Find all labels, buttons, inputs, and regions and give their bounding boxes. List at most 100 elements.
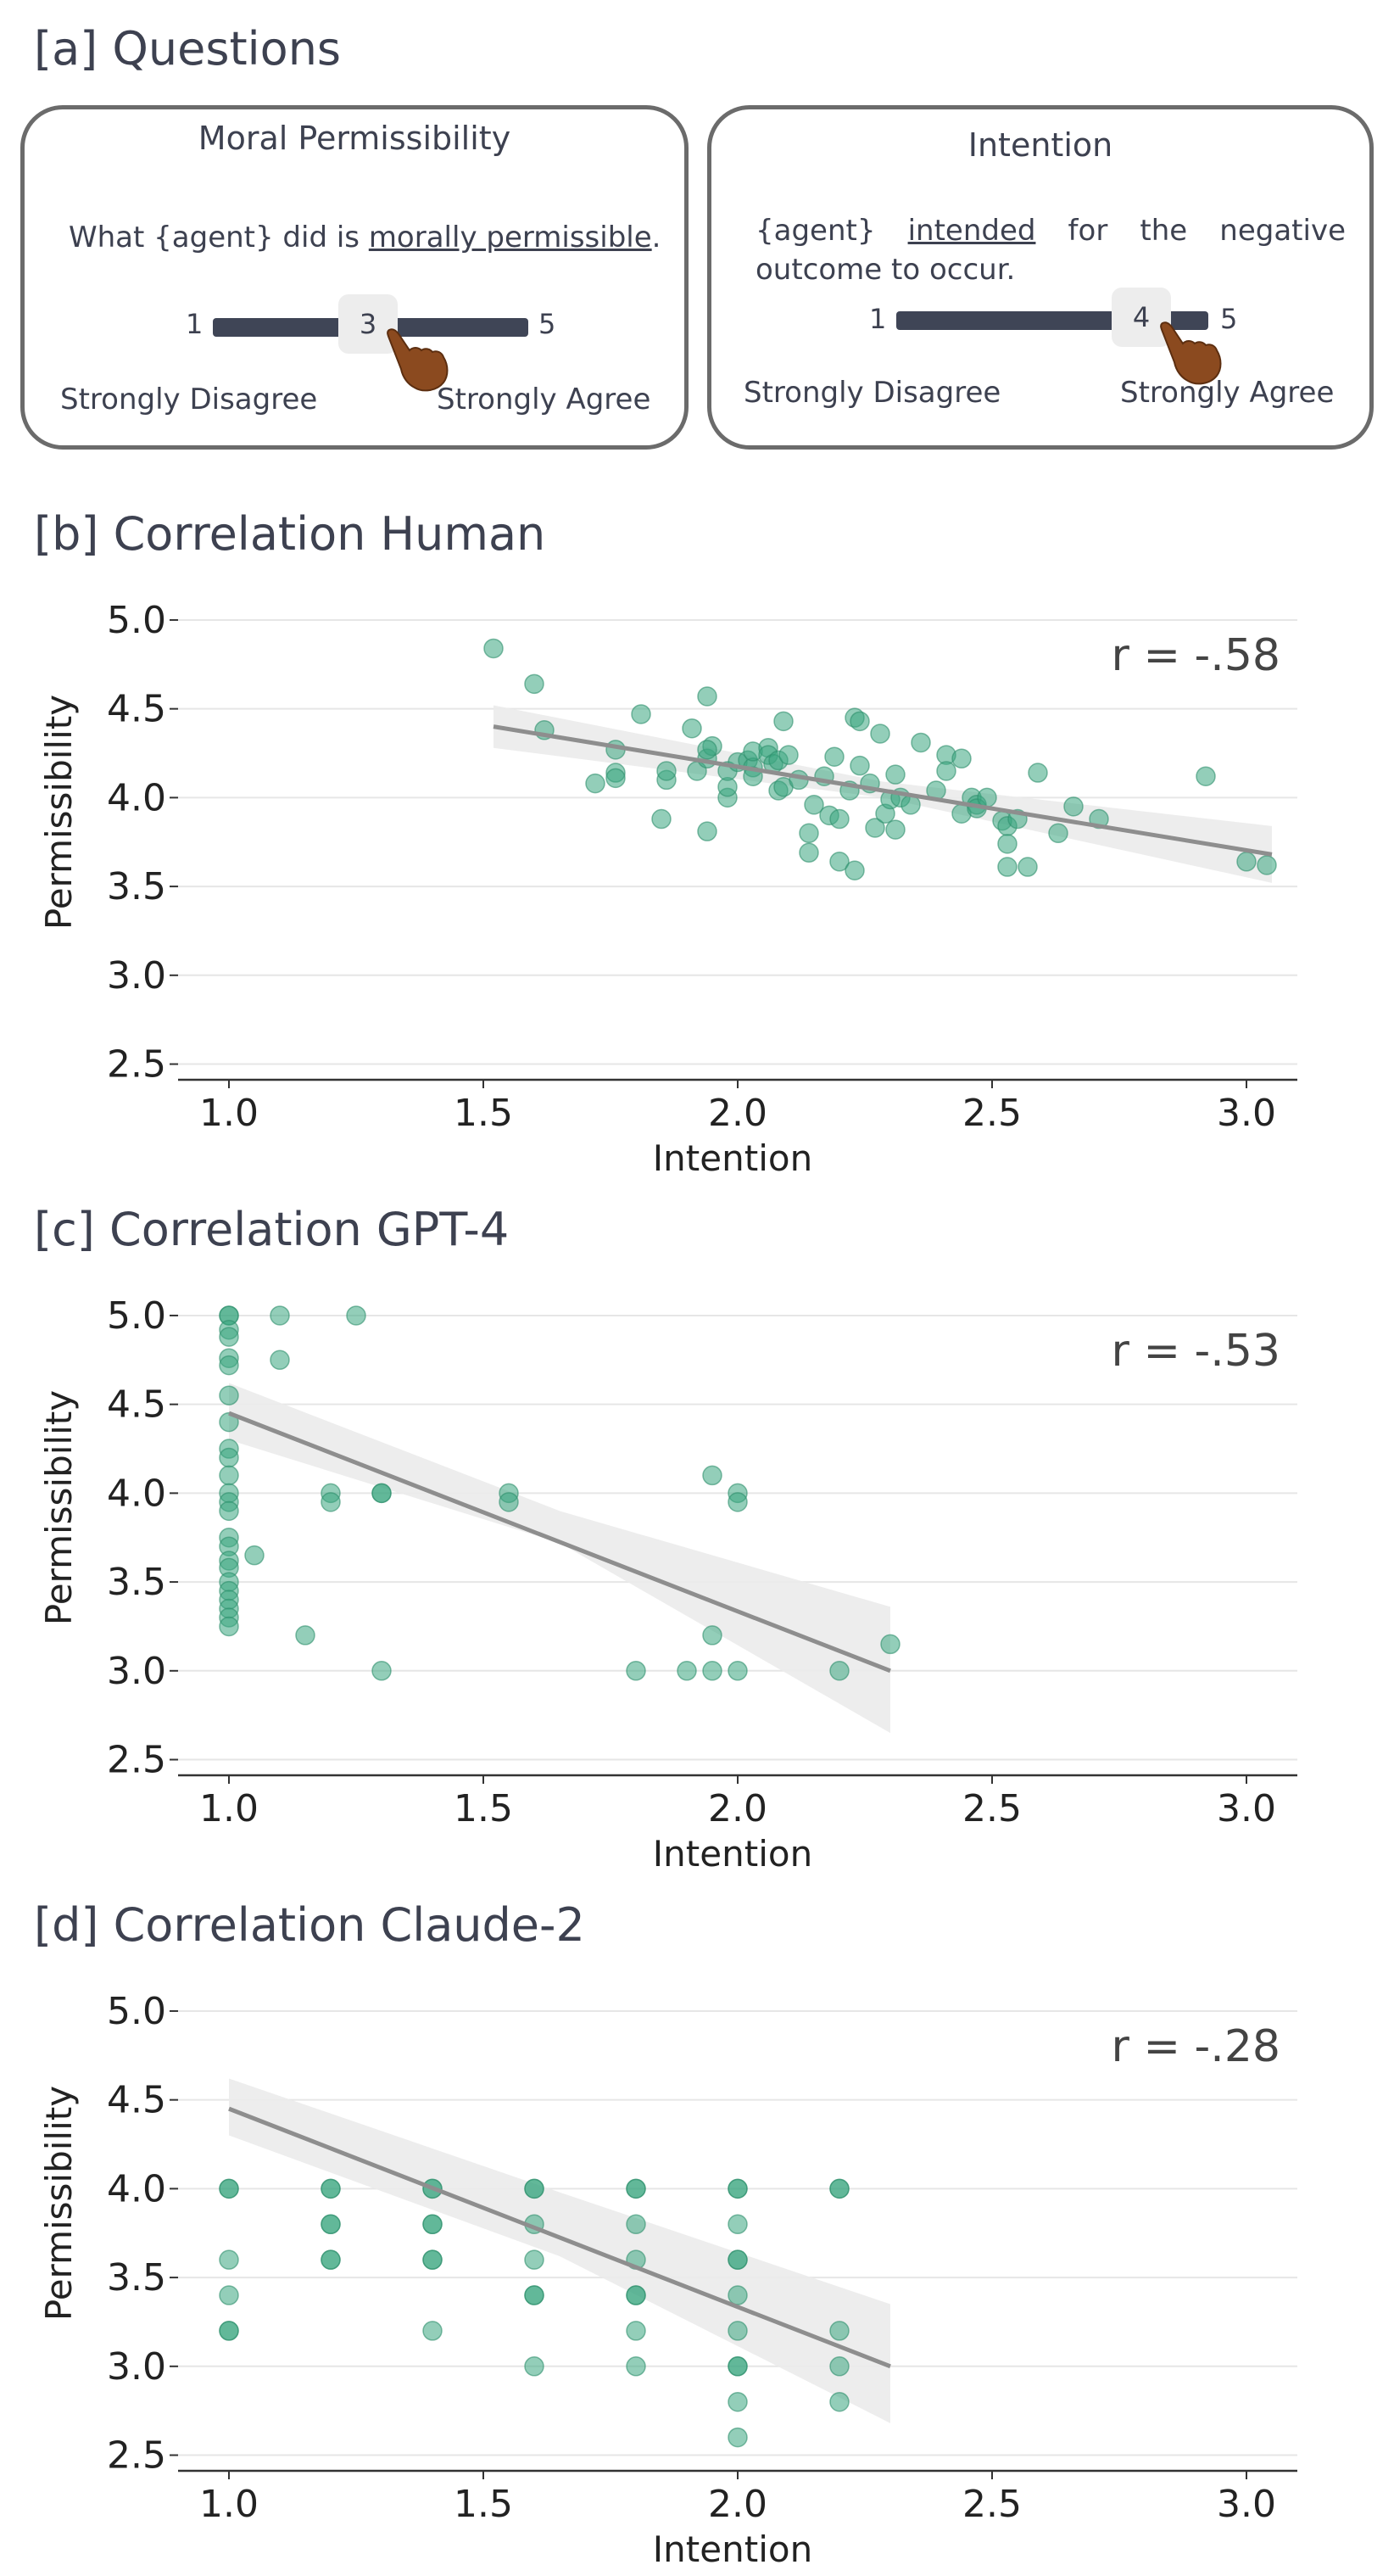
data-point [626,1661,646,1681]
y-axis-label: Permissibility [38,2086,80,2321]
data-point [773,711,794,732]
data-point [270,1305,290,1326]
data-point [244,1545,265,1566]
data-point [977,787,997,808]
section-title-claude2: [d] Correlation Claude-2 [34,1898,585,1952]
question-title: Moral Permissibility [198,120,511,157]
y-tick-label: 3.0 [107,954,166,997]
data-point [728,2178,748,2199]
data-point [829,1661,850,1681]
y-tick-label: 2.5 [107,2434,166,2478]
scale-max-label: 5 [538,308,556,340]
data-point [219,2178,239,2199]
data-point [605,768,626,789]
data-point [850,711,870,732]
data-point [682,718,702,739]
data-point [677,1661,697,1681]
data-point [219,1355,239,1376]
x-tick-label: 2.5 [962,1787,1022,1830]
scatter-chart-gpt4: 2.5 3.0 3.5 4.0 4.5 5.0 1.0 1.5 2.0 2.5 3.0 Intenti… [38,1294,1297,1875]
data-point [219,1465,239,1486]
data-point [728,2427,748,2448]
data-point [728,2214,748,2235]
section-title-questions: [a] Questions [34,22,342,75]
data-point [778,745,799,765]
slider-thumb[interactable]: 4 [1112,288,1171,347]
data-point [728,1661,748,1681]
x-tick-label: 2.0 [708,1092,767,1135]
data-point [702,1625,722,1646]
data-point [850,755,870,776]
data-point [1028,763,1048,783]
slider-thumb[interactable]: 3 [338,294,398,354]
data-point [321,2249,341,2270]
x-tick-label: 3.0 [1217,2483,1276,2526]
data-point [219,2285,239,2305]
y-tick-label: 2.5 [107,1739,166,1782]
data-point [728,2356,748,2377]
data-point [219,2249,239,2270]
data-point [499,1492,519,1512]
data-point [728,1492,748,1512]
question-text-end: . [651,221,661,254]
data-point [219,1500,239,1522]
x-tick-label: 1.5 [454,1787,513,1830]
y-tick-label: 3.5 [107,1561,166,1604]
x-tick-label: 2.0 [708,1787,767,1830]
data-point [270,1349,290,1371]
data-point [295,1625,315,1646]
data-point [885,764,906,785]
y-tick-label: 4.0 [107,2167,166,2210]
data-point [880,1634,901,1655]
data-point [702,1661,722,1681]
y-tick-label: 5.0 [107,1990,166,2033]
data-point [911,732,931,753]
data-point [219,1616,239,1637]
data-point [799,842,819,863]
x-tick-label: 3.0 [1217,1092,1276,1135]
data-point [1063,796,1084,817]
data-point [422,2249,443,2270]
data-point [829,2356,850,2377]
x-tick-label: 1.5 [454,2483,513,2526]
data-point [829,2178,850,2199]
y-tick-label: 5.0 [107,599,166,642]
right-anchor-label: Strongly Agree [1120,376,1335,410]
regression-line [228,2106,891,2369]
data-point [524,2249,544,2270]
question-text: What {agent} did is morally permissible. [69,218,662,257]
confidence-band [229,2078,890,2423]
data-point [1257,855,1277,875]
y-axis-label: Permissibility [38,695,80,930]
y-tick-label: 3.5 [107,2256,166,2299]
data-point [371,1483,392,1504]
data-point [585,773,605,794]
data-point [697,740,717,760]
x-tick-label: 2.5 [962,2483,1022,2526]
y-tick-label: 3.0 [107,2345,166,2389]
data-point [865,818,885,838]
data-point [219,1385,239,1405]
data-point [845,860,865,880]
data-point [219,1447,239,1468]
data-point [422,2321,443,2341]
right-anchor-label: Strongly Agree [437,383,651,416]
data-point [1018,857,1038,877]
scale-min-label: 1 [186,308,204,340]
question-text-start: {agent} [756,214,908,248]
data-point [651,808,672,830]
scale-max-label: 5 [1220,303,1238,335]
data-point [1048,823,1068,844]
x-tick-label: 2.0 [708,2483,767,2526]
x-tick-label: 1.0 [199,1787,259,1830]
data-point [346,1305,366,1326]
data-point [626,2356,646,2377]
scale-min-label: 1 [869,303,887,335]
y-axis-label: Permissibility [38,1390,80,1625]
y-tick-label: 3.5 [107,865,166,908]
data-point [829,2321,850,2341]
question-text: {agent} intended for the negative outcom… [756,211,1346,289]
data-point [422,2214,443,2235]
correlation-annotation: r = -.28 [1112,2021,1280,2072]
y-tick-label: 4.5 [107,1383,166,1427]
